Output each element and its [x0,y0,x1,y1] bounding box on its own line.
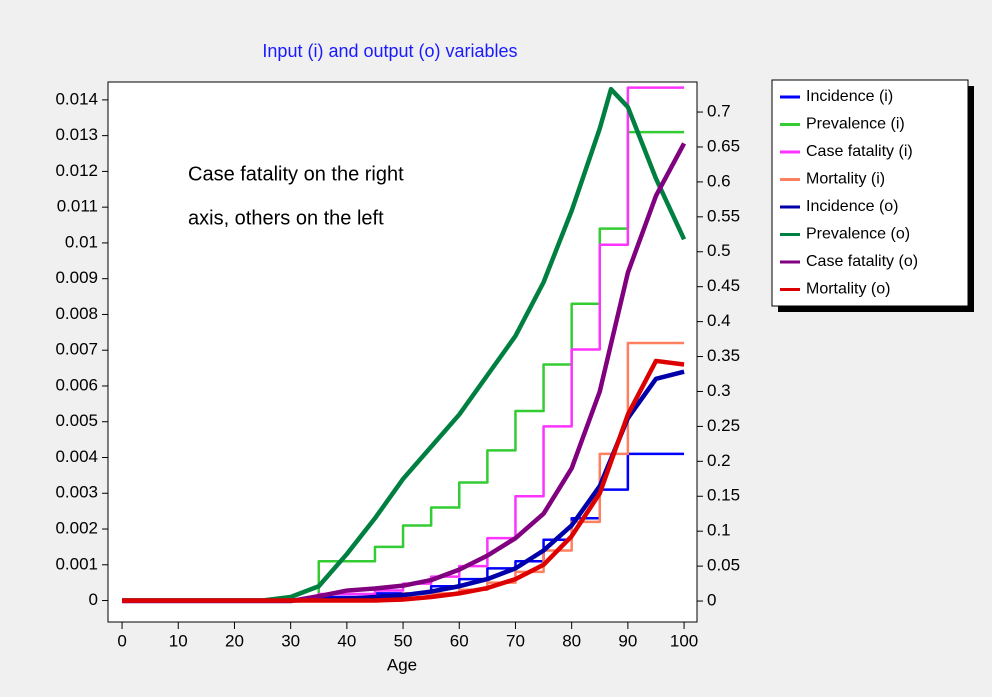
y-tick-label: 0.012 [55,161,98,180]
y-tick-label: 0.002 [55,519,98,538]
y2-tick-label: 0.7 [707,102,731,121]
legend-label: Incidence (o) [806,198,899,215]
y-tick-label: 0.007 [55,340,98,359]
y2-tick-label: 0.25 [707,416,740,435]
legend-label: Incidence (i) [806,88,893,105]
y-tick-label: 0 [89,590,98,609]
x-tick-label: 10 [169,631,188,650]
y-tick-label: 0.014 [55,89,98,108]
y2-tick-label: 0.1 [707,521,731,540]
legend-label: Case fatality (i) [806,143,913,160]
y2-tick-label: 0.05 [707,556,740,575]
y2-tick-label: 0.2 [707,451,731,470]
y-tick-label: 0.006 [55,375,98,394]
y2-tick-label: 0.4 [707,311,731,330]
y2-tick-label: 0.6 [707,171,731,190]
y-tick-label: 0.009 [55,268,98,287]
y-tick-label: 0.004 [55,447,98,466]
x-tick-label: 70 [506,631,525,650]
x-tick-label: 40 [337,631,356,650]
y2-tick-label: 0.45 [707,276,740,295]
annotation: axis, others on the left [188,207,384,229]
y2-tick-label: 0.3 [707,381,731,400]
y-tick-label: 0.008 [55,304,98,323]
legend-label: Prevalence (o) [806,226,910,243]
y2-tick-label: 0.15 [707,486,740,505]
legend-label: Prevalence (i) [806,116,905,133]
y2-tick-label: 0.35 [707,346,740,365]
y-tick-label: 0.01 [65,232,98,251]
legend-label: Mortality (o) [806,281,890,298]
x-tick-label: 30 [281,631,300,650]
y-tick-label: 0.011 [57,197,98,216]
x-tick-label: 100 [670,631,698,650]
x-tick-label: 20 [225,631,244,650]
x-tick-label: 0 [117,631,126,650]
x-axis-label: Age [387,655,417,674]
y-tick-label: 0.001 [55,554,98,573]
y-tick-label: 0.003 [55,483,98,502]
y-tick-label: 0.013 [55,125,98,144]
x-tick-label: 80 [562,631,581,650]
series-line [122,358,685,603]
x-tick-label: 50 [394,631,413,650]
y2-tick-label: 0 [707,591,716,610]
legend-label: Case fatality (o) [806,253,918,270]
series-layer [122,86,687,604]
y2-tick-label: 0.65 [707,136,740,155]
legend [771,79,969,307]
chart-title: Input (i) and output (o) variables [262,41,517,61]
x-tick-label: 90 [618,631,637,650]
y2-tick-label: 0.5 [707,241,731,260]
x-tick-label: 60 [450,631,469,650]
annotation: Case fatality on the right [188,163,404,185]
y2-tick-label: 0.55 [707,206,740,225]
legend-label: Mortality (i) [806,171,885,188]
series-line [122,86,685,603]
y-tick-label: 0.005 [55,411,98,430]
